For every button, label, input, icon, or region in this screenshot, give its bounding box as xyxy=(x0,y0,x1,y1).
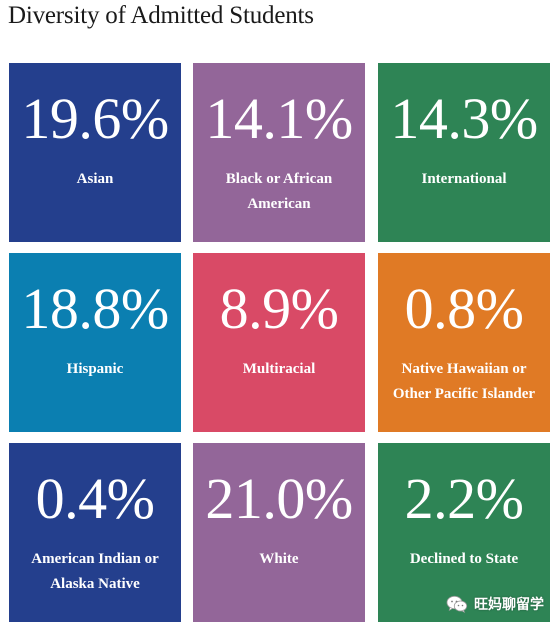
stat-label: Multiracial xyxy=(242,361,316,377)
stat-label: Hispanic xyxy=(66,361,124,377)
stat-label: Asian xyxy=(76,171,114,187)
stat-tile-hispanic: 18.8% Hispanic xyxy=(9,253,181,432)
stat-percentage: 14.3% xyxy=(390,86,538,151)
stat-percentage: 0.4% xyxy=(35,466,155,531)
stat-percentage: 18.8% xyxy=(21,276,169,341)
stat-percentage: 14.1% xyxy=(205,86,353,151)
wechat-icon xyxy=(446,595,468,614)
stat-tile-black-or-african-american: 14.1% Black or African American xyxy=(193,63,365,242)
stat-label: American Indian or Alaska Native xyxy=(31,551,159,592)
stat-percentage: 19.6% xyxy=(21,86,169,151)
stat-tile-native-hawaiian: 0.8% Native Hawaiian or Other Pacific Is… xyxy=(378,253,550,432)
watermark-text: 旺妈聊留学 xyxy=(474,597,544,613)
page-title: Diversity of Admitted Students xyxy=(8,2,314,29)
stat-label: International xyxy=(421,171,507,187)
stat-label: Declined to State xyxy=(409,551,519,567)
stat-tile-white: 21.0% White xyxy=(193,443,365,622)
stat-percentage: 2.2% xyxy=(404,466,524,531)
stat-percentage: 21.0% xyxy=(205,466,353,531)
stat-tile-american-indian: 0.4% American Indian or Alaska Native xyxy=(9,443,181,622)
stat-tile-international: 14.3% International xyxy=(378,63,550,242)
stat-percentage: 0.8% xyxy=(404,276,524,341)
stat-label: White xyxy=(259,551,299,567)
stat-label: Native Hawaiian or Other Pacific Islande… xyxy=(392,361,536,402)
watermark: 旺妈聊留学 xyxy=(446,594,544,614)
stat-tile-multiracial: 8.9% Multiracial xyxy=(193,253,365,432)
stat-label: Black or African American xyxy=(225,171,333,212)
stat-tile-asian: 19.6% Asian xyxy=(9,63,181,242)
stat-tile-declined-to-state: 2.2% Declined to State xyxy=(378,443,550,622)
stat-percentage: 8.9% xyxy=(219,276,339,341)
